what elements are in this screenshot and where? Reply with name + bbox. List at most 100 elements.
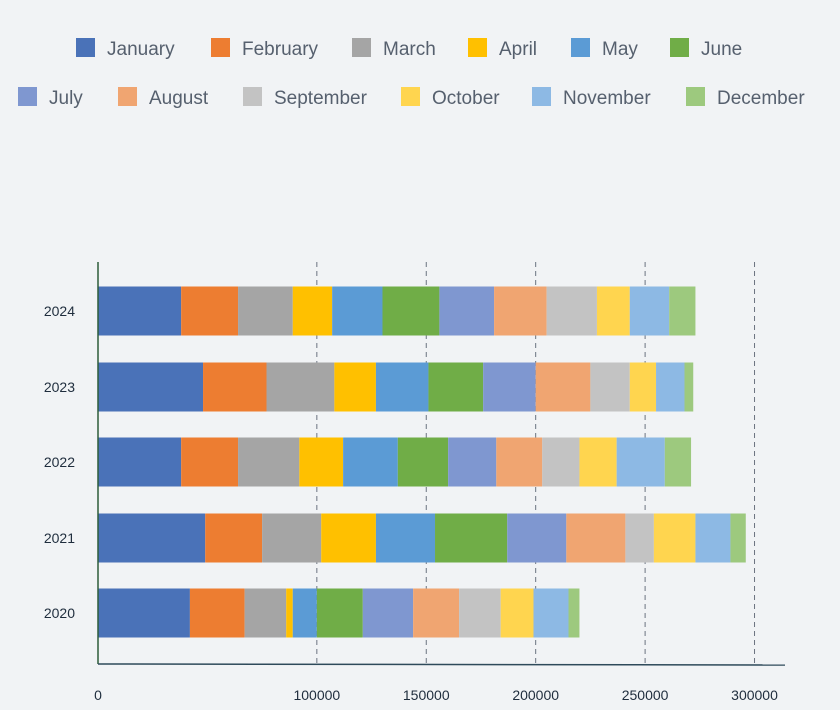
bar-2020-february <box>189 588 245 638</box>
legend-swatch-august <box>118 87 137 106</box>
legend-swatch-december <box>686 87 705 106</box>
bar-2022-september <box>542 437 580 487</box>
bar-2021-june <box>435 513 508 563</box>
legend-label-june: June <box>701 39 742 60</box>
legend-swatch-march <box>352 38 371 57</box>
legend-swatch-june <box>670 38 689 57</box>
bar-2022-august <box>496 437 543 487</box>
bar-2021-july <box>507 513 567 563</box>
bar-2021-december <box>730 513 746 563</box>
bar-group-2022 <box>98 437 692 487</box>
bar-2022-march <box>238 437 300 487</box>
y-tick-label-2023: 2023 <box>44 379 75 395</box>
legend-item-november: November <box>532 87 651 109</box>
legend-label-december: December <box>717 88 805 109</box>
bar-2021-april <box>321 513 376 563</box>
legend-swatch-july <box>18 87 37 106</box>
bar-2024-february <box>181 286 239 336</box>
legend-item-april: April <box>468 38 537 60</box>
bar-group-2024 <box>98 286 696 336</box>
bar-2021-august <box>566 513 626 563</box>
bar-2021-october <box>653 513 696 563</box>
bar-2024-january <box>98 286 182 336</box>
legend-swatch-january <box>76 38 95 57</box>
bar-2022-april <box>299 437 344 487</box>
bar-2022-february <box>181 437 239 487</box>
bar-2023-april <box>334 362 376 412</box>
legend-label-february: February <box>242 39 319 60</box>
bar-2024-july <box>439 286 495 336</box>
bar-2020-october <box>500 588 534 638</box>
bar-2023-august <box>535 362 591 412</box>
bar-2024-october <box>596 286 630 336</box>
x-tick-label-0: 0 <box>94 687 102 703</box>
bar-2020-september <box>459 588 501 638</box>
bar-2022-may <box>343 437 398 487</box>
bar-2023-february <box>203 362 267 412</box>
bar-2024-march <box>238 286 293 336</box>
bar-2023-september <box>590 362 630 412</box>
x-tick-label-300000: 300000 <box>731 687 778 703</box>
legend-label-august: August <box>149 88 209 109</box>
x-tick-label-100000: 100000 <box>293 687 340 703</box>
legend-swatch-september <box>243 87 262 106</box>
bar-group-2020 <box>98 588 580 638</box>
bar-group-2021 <box>98 513 746 563</box>
bar-2024-august <box>494 286 547 336</box>
legend-item-may: May <box>571 38 638 60</box>
bar-2021-january <box>98 513 206 563</box>
legend-swatch-november <box>532 87 551 106</box>
bar-2020-january <box>98 588 190 638</box>
bar-2024-november <box>629 286 670 336</box>
legend-item-february: February <box>211 38 319 60</box>
bar-2021-november <box>695 513 731 563</box>
bar-2022-june <box>397 437 449 487</box>
bar-2023-may <box>375 362 429 412</box>
bar-2020-march <box>244 588 287 638</box>
bar-2024-june <box>382 286 440 336</box>
legend-swatch-april <box>468 38 487 57</box>
bar-2023-november <box>656 362 685 412</box>
bar-2021-may <box>375 513 436 563</box>
bar-2024-december <box>669 286 696 336</box>
bar-2023-december <box>684 362 694 412</box>
bars <box>98 286 746 638</box>
legend-label-january: January <box>107 39 175 60</box>
legend-label-april: April <box>499 39 537 60</box>
bar-2024-september <box>546 286 597 336</box>
x-tick-label-150000: 150000 <box>403 687 450 703</box>
legend-item-june: June <box>670 38 742 60</box>
bar-2020-june <box>316 588 363 638</box>
axes <box>97 262 786 666</box>
bar-2020-may <box>292 588 317 638</box>
bar-2020-december <box>568 588 580 638</box>
bar-2022-december <box>664 437 692 487</box>
x-tick-label-250000: 250000 <box>622 687 669 703</box>
legend-swatch-october <box>401 87 420 106</box>
legend-item-july: July <box>18 87 83 109</box>
legend-swatch-february <box>211 38 230 57</box>
y-tick-label-2022: 2022 <box>44 454 75 470</box>
bar-2023-march <box>266 362 335 412</box>
bar-2020-august <box>413 588 460 638</box>
legend-label-march: March <box>383 39 436 60</box>
bar-2020-july <box>362 588 414 638</box>
legend-swatch-may <box>571 38 590 57</box>
bar-2020-april <box>286 588 293 638</box>
bar-2023-june <box>428 362 484 412</box>
legend-label-july: July <box>49 88 83 109</box>
legend: January February March April May June July Augu… <box>18 38 805 109</box>
x-axis-ticks: 0 100000 150000 200000 250000 300000 <box>94 687 778 703</box>
bar-2022-january <box>98 437 182 487</box>
y-tick-label-2024: 2024 <box>44 303 75 319</box>
x-tick-label-200000: 200000 <box>512 687 559 703</box>
bar-2023-october <box>629 362 657 412</box>
x-axis-line <box>97 663 786 666</box>
bar-group-2023 <box>98 362 694 412</box>
bar-2020-november <box>533 588 569 638</box>
bar-2021-february <box>205 513 263 563</box>
bar-2021-september <box>625 513 654 563</box>
y-tick-label-2021: 2021 <box>44 530 75 546</box>
